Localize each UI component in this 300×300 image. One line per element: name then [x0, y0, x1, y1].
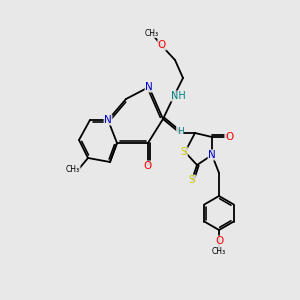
Text: S: S: [181, 147, 187, 157]
Text: O: O: [215, 236, 223, 246]
Text: CH₃: CH₃: [145, 28, 159, 38]
Text: N: N: [145, 82, 153, 92]
Text: O: O: [144, 161, 152, 171]
Text: N: N: [104, 115, 112, 125]
Text: CH₃: CH₃: [66, 166, 80, 175]
Text: S: S: [189, 175, 195, 185]
Text: N: N: [208, 150, 216, 160]
Text: CH₃: CH₃: [212, 247, 226, 256]
Text: NH: NH: [171, 91, 185, 101]
Text: O: O: [225, 132, 233, 142]
Text: H: H: [177, 127, 183, 136]
Text: O: O: [158, 40, 166, 50]
